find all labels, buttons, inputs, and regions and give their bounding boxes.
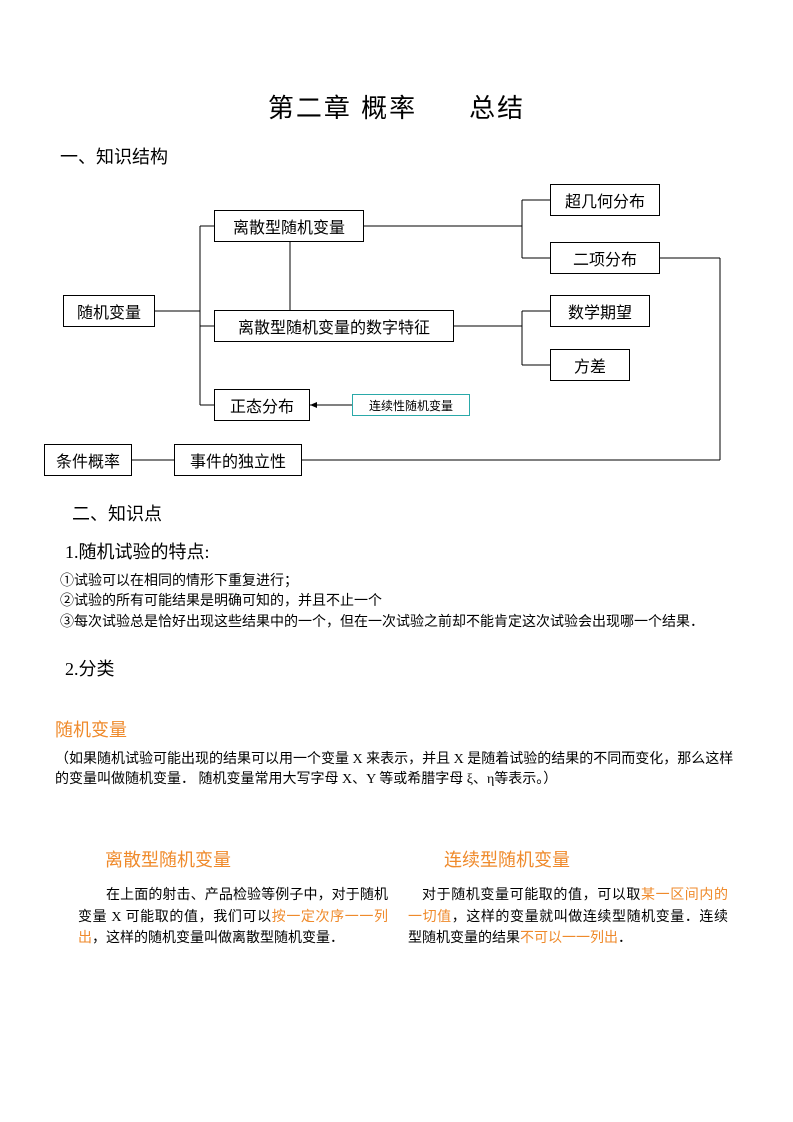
node-variance: 方差 bbox=[550, 349, 630, 381]
left-col-heading: 离散型随机变量 bbox=[78, 847, 388, 875]
node-continuous-rv-label: 连续性随机变量 bbox=[352, 394, 470, 416]
section-2-heading: 二、知识点 bbox=[72, 500, 162, 526]
left-col-post: ，这样的随机变量叫做离散型随机变量． bbox=[92, 931, 344, 946]
right-col-highlight-2: 不可以一一列出 bbox=[520, 931, 618, 946]
random-variable-heading: 随机变量 bbox=[55, 716, 127, 742]
sub-1-heading: 1.随机试验的特点: bbox=[65, 538, 210, 564]
title-left: 第二章 概率 bbox=[268, 93, 417, 123]
char-item-1: ①试验可以在相同的情形下重复进行； bbox=[60, 572, 740, 592]
node-random-variable: 随机变量 bbox=[63, 295, 155, 327]
node-independence: 事件的独立性 bbox=[174, 444, 302, 476]
char-item-3: ③每次试验总是恰好出现这些结果中的一个，但在一次试验之前却不能肯定这次试验会出现… bbox=[60, 613, 740, 633]
node-numeric-characteristics: 离散型随机变量的数字特征 bbox=[214, 310, 454, 342]
diagram-connectors bbox=[0, 0, 793, 500]
node-discrete-rv: 离散型随机变量 bbox=[214, 210, 364, 242]
right-col-para: 对于随机变量可能取的值，可以取某一区间内的一切值，这样的变量就叫做连续型随机变量… bbox=[408, 885, 728, 950]
node-binomial: 二项分布 bbox=[550, 242, 660, 274]
node-normal-dist: 正态分布 bbox=[214, 389, 310, 421]
random-variable-para: （如果随机试验可能出现的结果可以用一个变量 X 来表示，并且 X 是随着试验的结… bbox=[55, 750, 740, 791]
characteristics-list: ①试验可以在相同的情形下重复进行； ②试验的所有可能结果是明确可知的，并且不止一… bbox=[60, 572, 740, 633]
node-hypergeometric: 超几何分布 bbox=[550, 184, 660, 216]
left-column: 离散型随机变量 在上面的射击、产品检验等例子中，对于随机变量 X 可能取的值，我… bbox=[78, 847, 388, 950]
right-col-heading: 连续型随机变量 bbox=[408, 847, 728, 875]
title-right: 总结 bbox=[469, 93, 525, 123]
right-col-pre: 对于随机变量可能取的值，可以取 bbox=[422, 888, 641, 903]
right-col-post: ． bbox=[618, 931, 632, 946]
section-1-heading: 一、知识结构 bbox=[60, 143, 168, 169]
sub-2-heading: 2.分类 bbox=[65, 655, 115, 681]
left-col-para: 在上面的射击、产品检验等例子中，对于随机变量 X 可能取的值，我们可以按一定次序… bbox=[78, 885, 388, 950]
node-expectation: 数学期望 bbox=[550, 295, 650, 327]
char-item-2: ②试验的所有可能结果是明确可知的，并且不止一个 bbox=[60, 592, 740, 612]
page-title: 第二章 概率 总结 bbox=[0, 88, 793, 125]
right-column: 连续型随机变量 对于随机变量可能取的值，可以取某一区间内的一切值，这样的变量就叫… bbox=[408, 847, 728, 950]
node-conditional-probability: 条件概率 bbox=[44, 444, 132, 476]
